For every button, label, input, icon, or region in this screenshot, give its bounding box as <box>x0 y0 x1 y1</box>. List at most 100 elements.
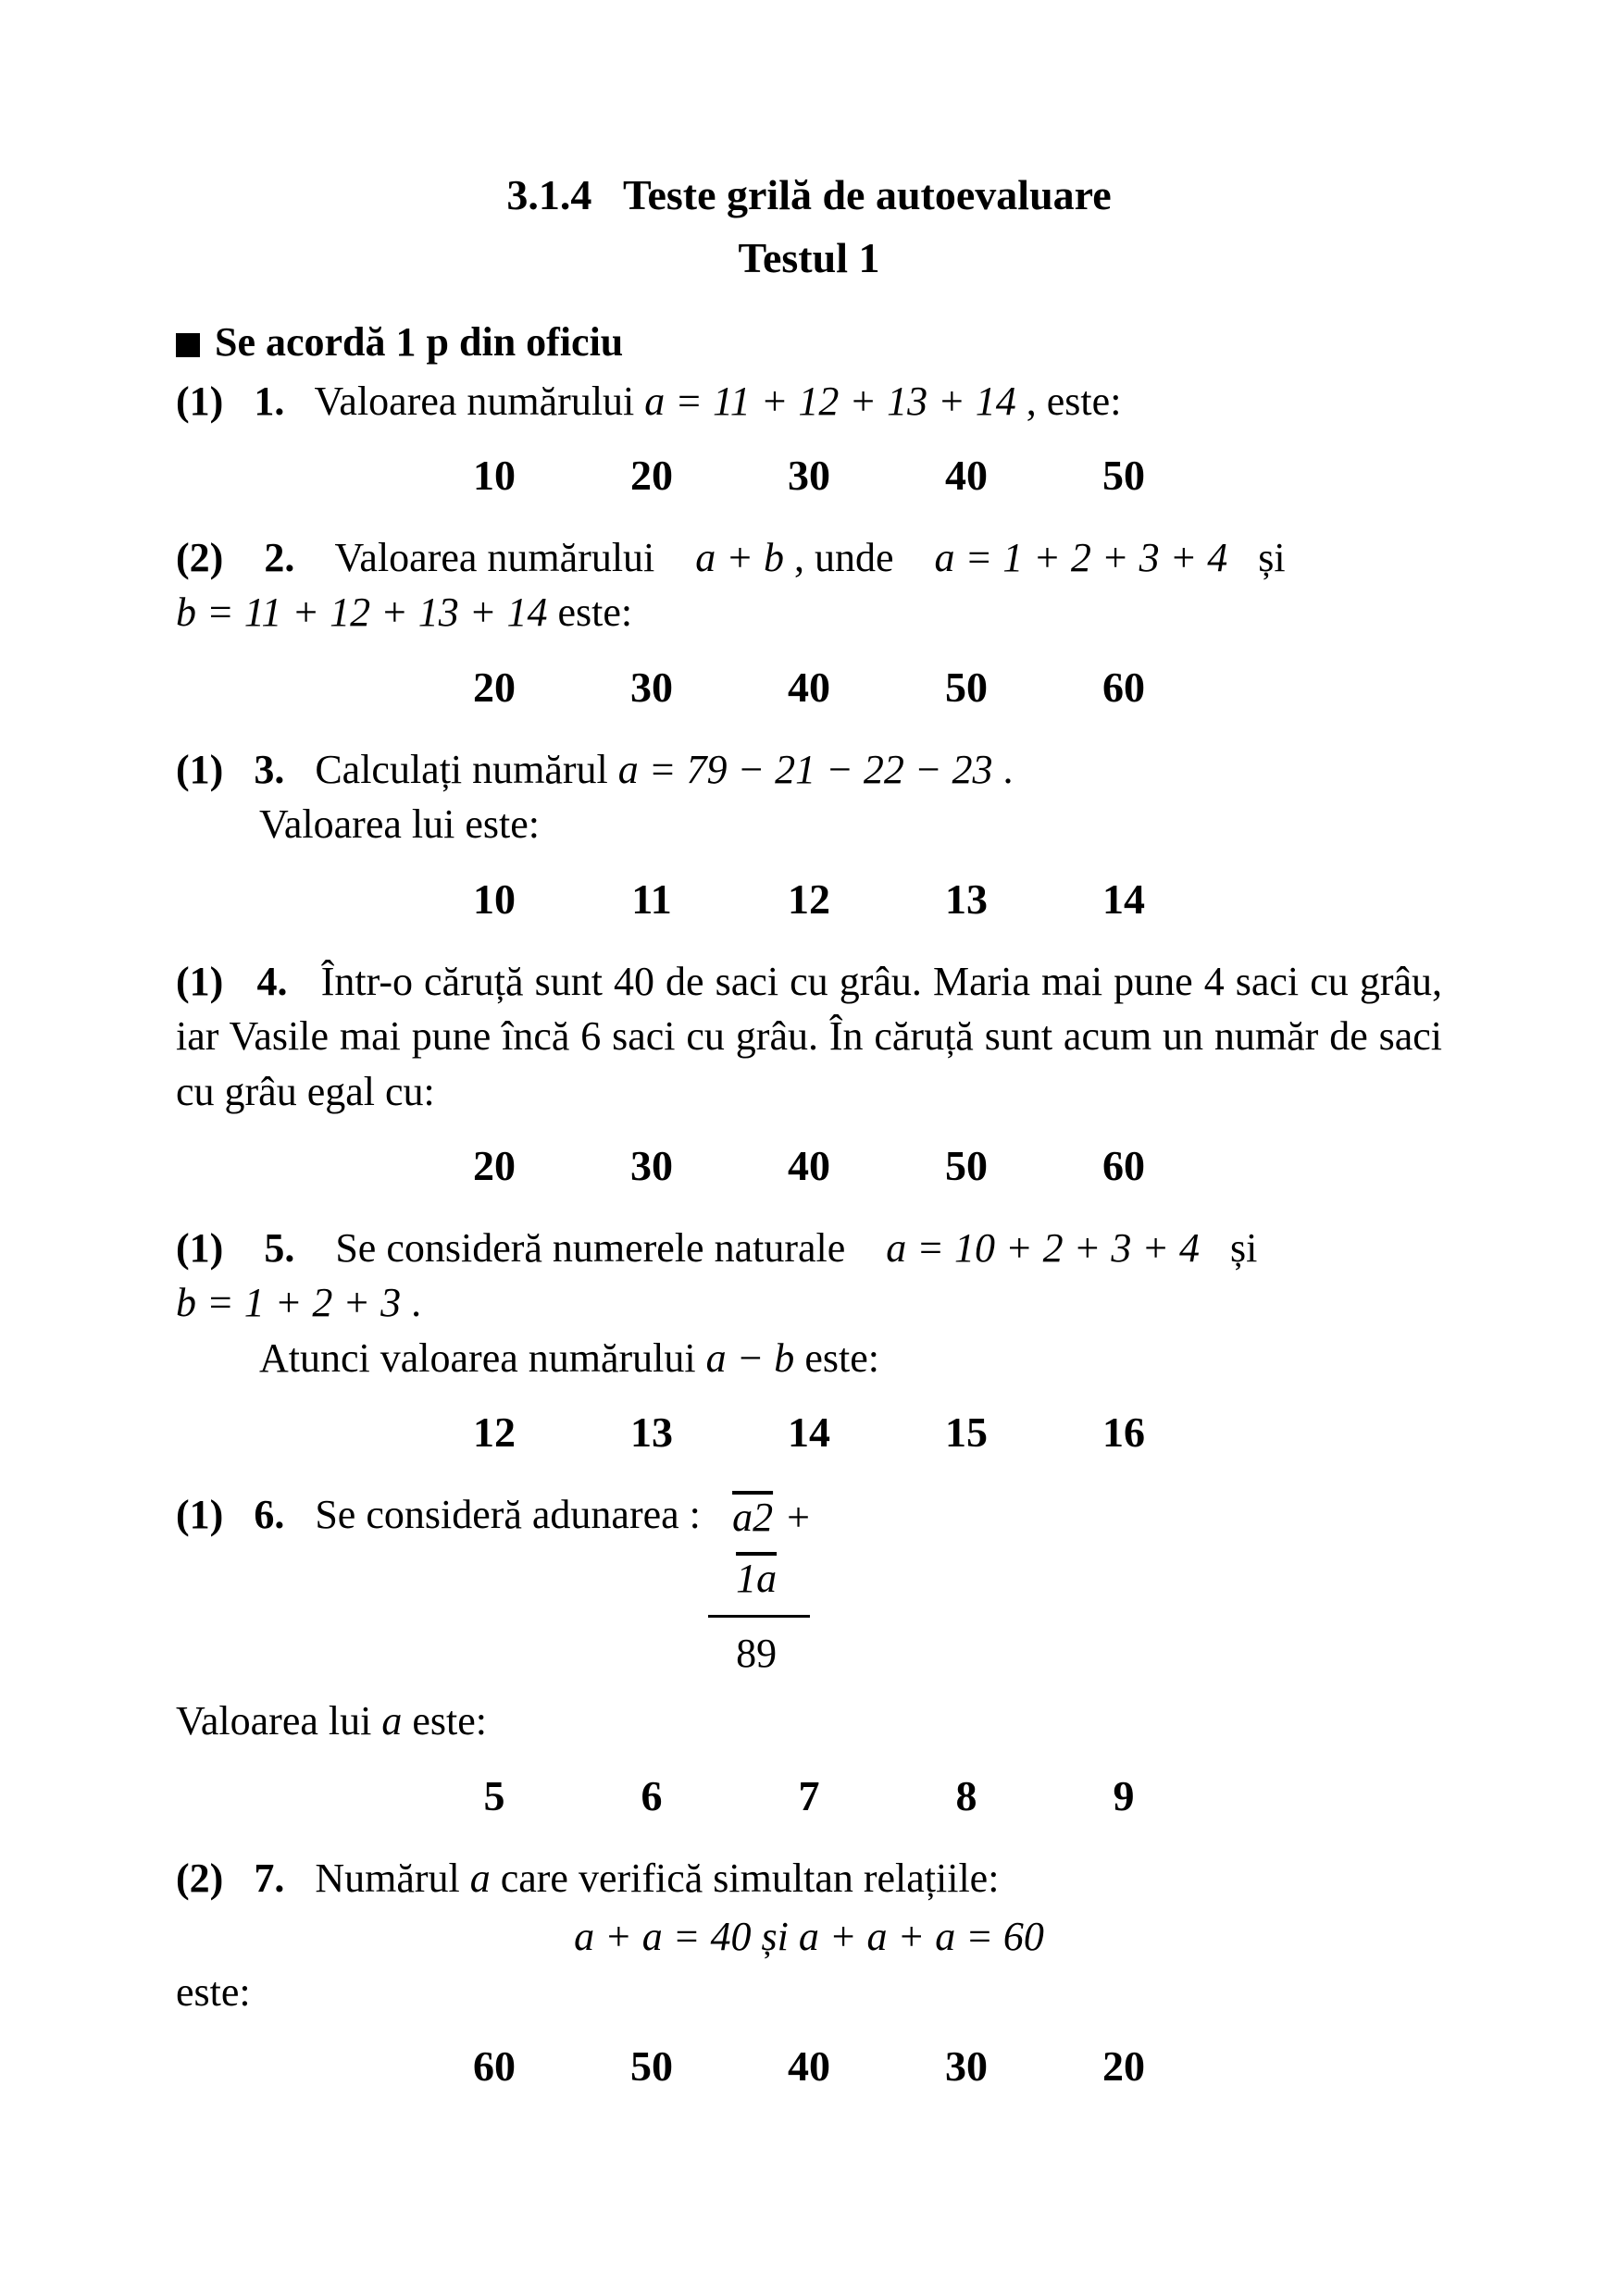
problem-5-expr-b: b = 1 + 2 + 3 <box>176 1280 401 1325</box>
problem-2-expr-b: b = 11 + 12 + 13 + 14 <box>176 590 548 635</box>
problem-5-text-a: Se consideră numerele naturale <box>335 1225 855 1271</box>
addition-bot-row: 1a + <box>708 1548 810 1609</box>
problem-2-text-a: Valoarea numărului <box>335 535 666 580</box>
addend-top: a2 <box>732 1495 773 1540</box>
problem-1-text-b: , este: <box>1027 379 1122 424</box>
addition-block: a2 + 1a + 89 + <box>708 1487 810 1684</box>
problem-4-text: Într-o căruță sunt 40 de saci cu grâu. M… <box>176 959 1442 1114</box>
answer-option: 20 <box>467 659 522 716</box>
problem-7-text-b: care verifică simultan relațiile: <box>501 1855 1000 1901</box>
problem-3-expr: a = 79 − 21 − 22 − 23 <box>618 747 993 792</box>
problem-3-points: (1) <box>176 747 223 792</box>
answer-option: 14 <box>781 1404 837 1461</box>
addition-sum: 89 <box>736 1631 777 1676</box>
problem-6-answers: 5 6 7 8 9 <box>176 1768 1442 1825</box>
answer-option: 7 <box>781 1768 837 1825</box>
answer-option: 11 <box>624 871 679 928</box>
answer-option: 9 <box>1096 1768 1151 1825</box>
problem-5-line2-b: . <box>411 1280 421 1325</box>
problem-3-text-b: . <box>1003 747 1014 792</box>
answer-option: 30 <box>939 2038 994 2095</box>
problem-6-line2: Valoarea lui a este: <box>176 1694 1442 1748</box>
answer-option: 8 <box>939 1768 994 1825</box>
answer-option: 30 <box>624 1137 679 1195</box>
problem-5-expr-amb: a − b <box>706 1335 795 1381</box>
problem-2-text-c: și <box>1258 535 1285 580</box>
test-label: Testul 1 <box>176 230 1442 287</box>
answer-option: 50 <box>1096 447 1151 504</box>
problem-3-number: 3. <box>254 747 284 792</box>
problem-6-points: (1) <box>176 1492 223 1537</box>
addition-top-row: a2 + <box>708 1487 810 1548</box>
problem-4-number: 4. <box>257 959 288 1004</box>
problem-1-number: 1. <box>254 379 284 424</box>
answer-option: 50 <box>939 659 994 716</box>
answer-option: 12 <box>781 871 837 928</box>
answer-option: 40 <box>939 447 994 504</box>
answer-option: 60 <box>1096 1137 1151 1195</box>
problem-7-line3: este: <box>176 1965 1442 2019</box>
problem-6-line2-a: Valoarea lui <box>176 1698 381 1744</box>
problem-3-answers: 10 11 12 13 14 <box>176 871 1442 928</box>
answer-option: 15 <box>939 1404 994 1461</box>
problem-5-text-b: și <box>1230 1225 1257 1271</box>
answer-option: 13 <box>939 871 994 928</box>
answer-option: 20 <box>467 1137 522 1195</box>
problem-2-line2-b: este: <box>558 590 633 635</box>
problem-1-prompt: (1) 1. Valoarea numărului a = 11 + 12 + … <box>176 374 1442 428</box>
answer-option: 10 <box>467 447 522 504</box>
answer-option: 14 <box>1096 871 1151 928</box>
oficiu-text: Se acordă 1 p din oficiu <box>215 315 623 369</box>
problem-1-points: (1) <box>176 379 223 424</box>
problem-1-expr: a = 11 + 12 + 13 + 14 <box>644 379 1016 424</box>
problem-2-number: 2. <box>264 535 294 580</box>
problem-6-number: 6. <box>254 1492 284 1537</box>
answer-option: 10 <box>467 871 522 928</box>
answer-option: 20 <box>624 447 679 504</box>
problem-5-line2: b = 1 + 2 + 3 . <box>176 1275 1442 1330</box>
answer-option: 40 <box>781 1137 837 1195</box>
problem-4: (1) 4. Într-o căruță sunt 40 de saci cu … <box>176 954 1442 1195</box>
problem-7-answers: 60 50 40 30 20 <box>176 2038 1442 2095</box>
problem-7-number: 7. <box>254 1855 284 1901</box>
problem-6-prompt: (1) 6. Se consideră adunarea : a2 + 1a +… <box>176 1487 1442 1684</box>
section-number: 3.1.4 <box>506 171 591 218</box>
answer-option: 60 <box>467 2038 522 2095</box>
answer-option: 30 <box>781 447 837 504</box>
problem-7-eq: a + a = 40 și a + a + a = 60 <box>176 1909 1442 1964</box>
problem-2-line2: b = 11 + 12 + 13 + 14 este: <box>176 585 1442 639</box>
problem-2-points: (2) <box>176 535 223 580</box>
problem-5-line3: Atunci valoarea numărului a − b este: <box>259 1331 1442 1385</box>
answer-option: 16 <box>1096 1404 1151 1461</box>
problem-3-prompt: (1) 3. Calculați numărul a = 79 − 21 − 2… <box>176 742 1442 797</box>
problem-5-number: 5. <box>264 1225 294 1271</box>
problem-3-line2: Valoarea lui este: <box>259 797 1442 851</box>
problem-6-var-a: a <box>381 1698 402 1744</box>
answer-option: 30 <box>624 659 679 716</box>
answer-option: 13 <box>624 1404 679 1461</box>
problem-2-prompt: (2) 2. Valoarea numărului a + b , unde a… <box>176 530 1442 585</box>
addition-sum-row: 89 + <box>708 1623 810 1684</box>
problem-7-points: (2) <box>176 1855 223 1901</box>
page-content: 3.1.4 Teste grilă de autoevaluare Testul… <box>0 0 1618 2296</box>
answer-option: 20 <box>1096 2038 1151 2095</box>
plus-sign: + <box>787 1495 810 1540</box>
answer-option: 40 <box>781 659 837 716</box>
answer-option: 60 <box>1096 659 1151 716</box>
section-heading: 3.1.4 Teste grilă de autoevaluare <box>176 167 1442 224</box>
problem-3: (1) 3. Calculați numărul a = 79 − 21 − 2… <box>176 742 1442 928</box>
problem-7-prompt: (2) 7. Numărul a care verifică simultan … <box>176 1851 1442 1905</box>
addend-bot: 1a <box>736 1556 777 1601</box>
problem-7-text-a: Numărul <box>315 1855 469 1901</box>
problem-1-answers: 10 20 30 40 50 <box>176 447 1442 504</box>
problem-3-text-a: Calculați numărul <box>315 747 617 792</box>
problem-2-answers: 20 30 40 50 60 <box>176 659 1442 716</box>
answer-option: 6 <box>624 1768 679 1825</box>
problem-1-text-a: Valoarea numărului <box>315 379 645 424</box>
problem-5-answers: 12 13 14 15 16 <box>176 1404 1442 1461</box>
problem-5: (1) 5. Se consideră numerele naturale a … <box>176 1221 1442 1461</box>
problem-4-points: (1) <box>176 959 223 1004</box>
oficiu-line: Se acordă 1 p din oficiu <box>176 315 1442 369</box>
problem-2: (2) 2. Valoarea numărului a + b , unde a… <box>176 530 1442 716</box>
problem-6-line2-b: este: <box>412 1698 487 1744</box>
